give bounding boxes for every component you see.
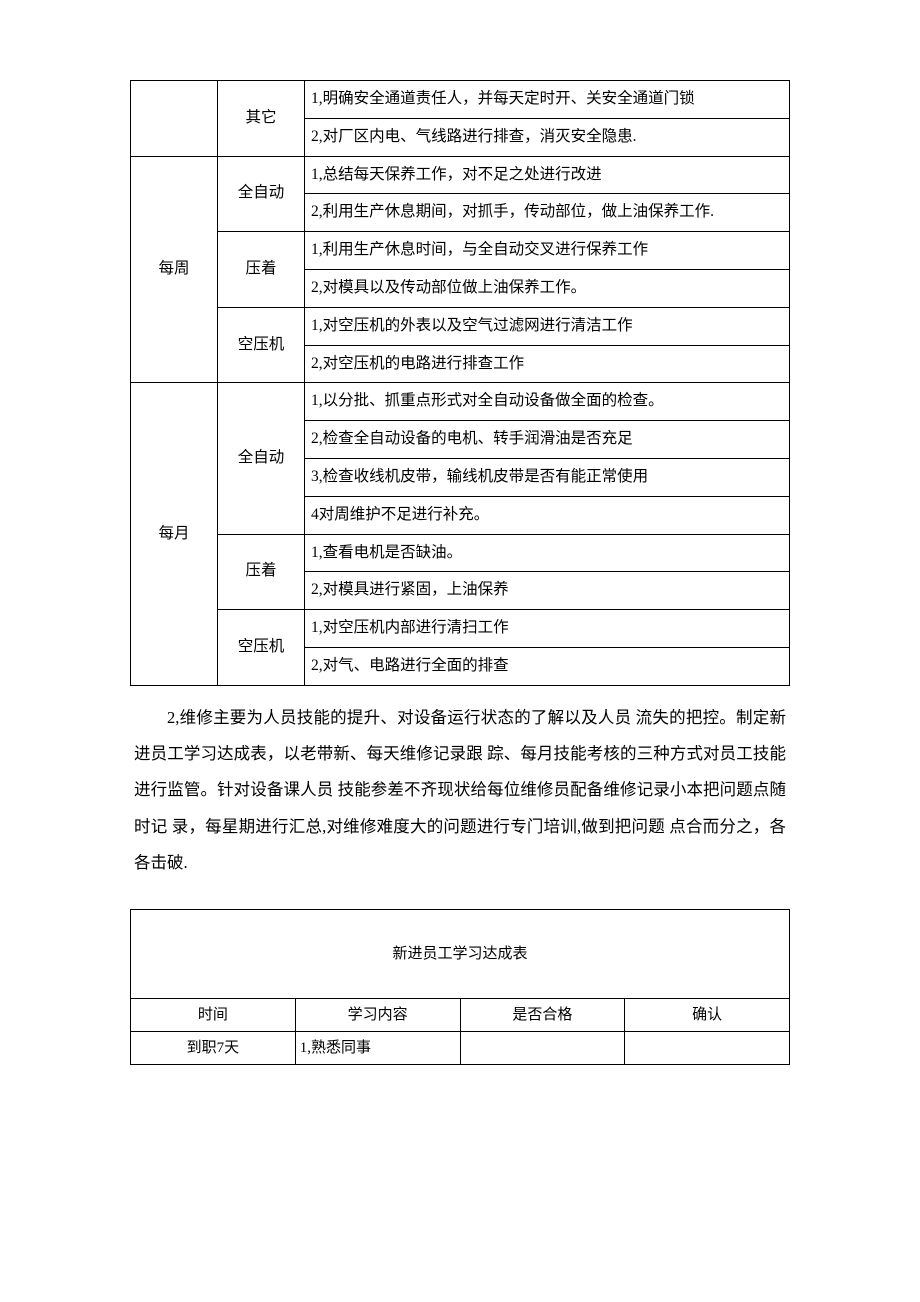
- task-cell: 1,对空压机的外表以及空气过滤网进行清洁工作: [305, 307, 790, 345]
- table2-header-confirm: 确认: [625, 999, 790, 1032]
- table-row: 压着1,利用生产休息时间，与全自动交叉进行保养工作: [131, 232, 790, 270]
- task-cell: 2,检查全自动设备的电机、转手润滑油是否充足: [305, 421, 790, 459]
- table2-header-content: 学习内容: [295, 999, 460, 1032]
- task-cell: 3,检查收线机皮带，输线机皮带是否有能正常使用: [305, 458, 790, 496]
- table2-row-time: 到职7天: [131, 1032, 296, 1065]
- task-cell: 1,总结每天保养工作，对不足之处进行改进: [305, 156, 790, 194]
- task-cell: 2,对模具进行紧固，上油保养: [305, 572, 790, 610]
- table2-header-time: 时间: [131, 999, 296, 1032]
- task-cell: 2,对厂区内电、气线路进行排查，消灭安全隐患.: [305, 118, 790, 156]
- table2-row-content: 1,熟悉同事: [295, 1032, 460, 1065]
- new-employee-training-table: 新进员工学习达成表 时间 学习内容 是否合格 确认 到职7天 1,熟悉同事: [130, 909, 790, 1065]
- table2-row-confirm: [625, 1032, 790, 1065]
- table2-title: 新进员工学习达成表: [131, 910, 790, 999]
- table-row: 每月全自动1,以分批、抓重点形式对全自动设备做全面的检查。: [131, 383, 790, 421]
- task-cell: 1,查看电机是否缺油。: [305, 534, 790, 572]
- task-cell: 1,利用生产休息时间，与全自动交叉进行保养工作: [305, 232, 790, 270]
- table2-header-pass: 是否合格: [460, 999, 625, 1032]
- paragraph-text: 2,维修主要为人员技能的提升、对设备运行状态的了解以及人员 流失的把控。制定新进…: [134, 708, 786, 872]
- task-cell: 1,对空压机内部进行清扫工作: [305, 610, 790, 648]
- task-cell: 1,以分批、抓重点形式对全自动设备做全面的检查。: [305, 383, 790, 421]
- task-cell: 2,对气、电路进行全面的排查: [305, 647, 790, 685]
- task-cell: 2,利用生产休息期间，对抓手，传动部位，做上油保养工作.: [305, 194, 790, 232]
- maintenance-schedule-table: 其它1,明确安全通道责任人，并每天定时开、关安全通道门锁2,对厂区内电、气线路进…: [130, 80, 790, 686]
- period-cell: [131, 81, 218, 157]
- category-cell: 空压机: [218, 307, 305, 383]
- category-cell: 压着: [218, 534, 305, 610]
- document-page: 其它1,明确安全通道责任人，并每天定时开、关安全通道门锁2,对厂区内电、气线路进…: [0, 0, 920, 1165]
- task-cell: 2,对空压机的电路进行排查工作: [305, 345, 790, 383]
- category-cell: 压着: [218, 232, 305, 308]
- body-paragraph: 2,维修主要为人员技能的提升、对设备运行状态的了解以及人员 流失的把控。制定新进…: [130, 700, 790, 881]
- category-cell: 全自动: [218, 156, 305, 232]
- category-cell: 空压机: [218, 610, 305, 686]
- task-cell: 4对周维护不足进行补充。: [305, 496, 790, 534]
- table-row: 每周全自动1,总结每天保养工作，对不足之处进行改进: [131, 156, 790, 194]
- table-row: 空压机1,对空压机的外表以及空气过滤网进行清洁工作: [131, 307, 790, 345]
- table2-row-pass: [460, 1032, 625, 1065]
- category-cell: 全自动: [218, 383, 305, 534]
- table-row: 压着1,查看电机是否缺油。: [131, 534, 790, 572]
- category-cell: 其它: [218, 81, 305, 157]
- period-cell: 每月: [131, 383, 218, 685]
- task-cell: 1,明确安全通道责任人，并每天定时开、关安全通道门锁: [305, 81, 790, 119]
- table-row: 其它1,明确安全通道责任人，并每天定时开、关安全通道门锁: [131, 81, 790, 119]
- table-row: 空压机1,对空压机内部进行清扫工作: [131, 610, 790, 648]
- task-cell: 2,对模具以及传动部位做上油保养工作。: [305, 269, 790, 307]
- period-cell: 每周: [131, 156, 218, 383]
